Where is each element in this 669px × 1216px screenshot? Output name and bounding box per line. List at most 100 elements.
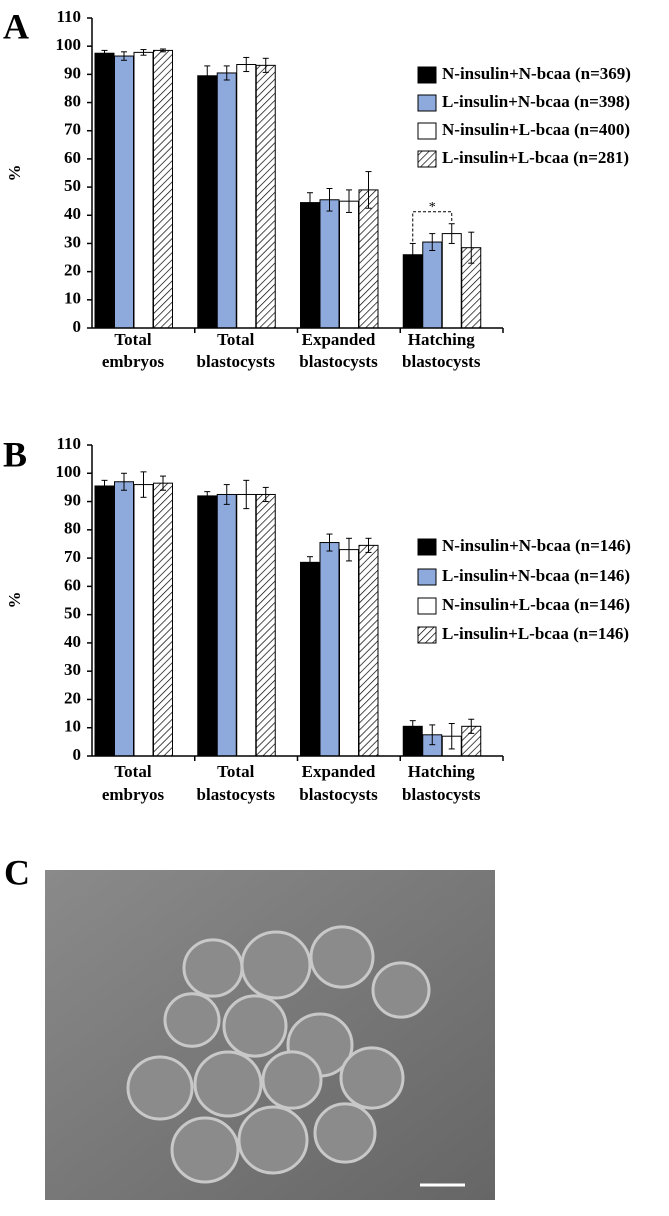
x-tick-label: blastocysts [197,785,276,804]
bar [319,199,340,329]
error-bar [262,57,269,73]
error-bar [223,484,230,505]
legend-label: L-insulin+L-bcaa (n=146) [442,624,629,643]
y-tick-label: 90 [64,63,81,82]
x-tick-label: Total [114,762,151,781]
bar [94,485,115,757]
y-tick-label: 80 [64,91,81,110]
bar [358,544,379,757]
panel-label: A [3,6,29,46]
error-bar [243,479,250,510]
y-tick-label: 20 [64,688,81,707]
error-bar [160,475,166,491]
bar [236,64,257,329]
y-tick-label: 20 [64,261,81,280]
x-tick-label: blastocysts [299,352,378,371]
y-tick-label: 100 [56,35,82,54]
y-tick-label: 60 [64,148,81,167]
error-bar [365,171,372,209]
embryo [237,1105,309,1175]
bar [255,493,276,757]
legend-swatch [417,597,437,615]
bar [300,561,320,757]
y-axis-label: % [5,165,24,182]
y-tick-label: 50 [64,176,81,195]
legend-label: L-insulin+N-bcaa (n=398) [442,92,630,111]
x-tick-label: embryos [102,352,165,371]
embryo [261,1050,323,1110]
x-tick-label: embryos [102,785,165,804]
bar [358,189,379,329]
x-tick-label: Total [114,330,151,349]
y-tick-label: 0 [73,745,82,764]
bar [216,493,237,757]
error-bar [326,533,333,552]
y-tick-label: 110 [56,7,81,26]
error-bar [307,556,313,569]
error-bar [307,192,313,213]
bar [441,233,462,329]
error-bar [468,231,475,264]
y-tick-label: 30 [64,660,81,679]
y-axis-label: % [5,592,24,609]
y-tick-label: 110 [56,434,81,453]
legend-label: N-insulin+L-bcaa (n=146) [442,595,630,614]
error-bar [429,724,436,746]
error-bar [140,471,147,498]
y-tick-label: 80 [64,519,81,538]
legend-swatch [417,538,437,556]
error-bar [204,491,211,501]
y-tick-label: 0 [73,317,82,336]
x-tick-label: Total [217,762,254,781]
y-tick-label: 60 [64,575,81,594]
bar [94,52,115,329]
error-bar [409,242,416,267]
annotation: * [429,200,436,215]
error-bar [365,537,372,553]
y-tick-label: 90 [64,490,81,509]
error-bar [140,49,147,56]
x-tick-label: Hatching [408,330,476,349]
embryo [163,992,221,1048]
x-tick-label: Expanded [302,330,376,349]
bar [300,202,320,329]
error-bar [448,223,455,244]
bar [153,482,173,757]
x-tick-label: Expanded [302,762,376,781]
y-tick-label: 70 [64,120,81,139]
y-tick-label: 10 [64,289,81,308]
error-bar [121,472,127,491]
error-bar [121,51,127,61]
embryo [126,1055,194,1121]
error-bar [243,56,250,73]
error-bar [346,537,352,562]
bar [133,51,154,329]
panel-label: B [3,434,27,474]
bar [236,493,257,757]
bar [133,484,154,757]
error-bar [409,720,416,733]
bar [114,55,134,329]
embryo [309,925,375,989]
embryos [126,925,431,1184]
error-bar [160,48,166,53]
error-bar [429,233,436,251]
legend-swatch [417,94,437,112]
legend-label: N-insulin+L-bcaa (n=400) [442,120,630,139]
legend-swatch [417,66,437,84]
y-tick-label: 70 [64,547,81,566]
embryo [193,1050,263,1118]
x-tick-label: Hatching [408,762,476,781]
y-tick-label: 50 [64,604,81,623]
x-tick-label: Total [217,330,254,349]
embryo [240,930,312,1000]
bar [255,64,276,329]
bar [422,241,443,329]
legend-label: L-insulin+N-bcaa (n=146) [442,566,630,585]
error-bar [101,479,108,493]
y-tick-label: 40 [64,204,81,223]
error-bar [204,65,211,87]
bar [216,72,237,329]
